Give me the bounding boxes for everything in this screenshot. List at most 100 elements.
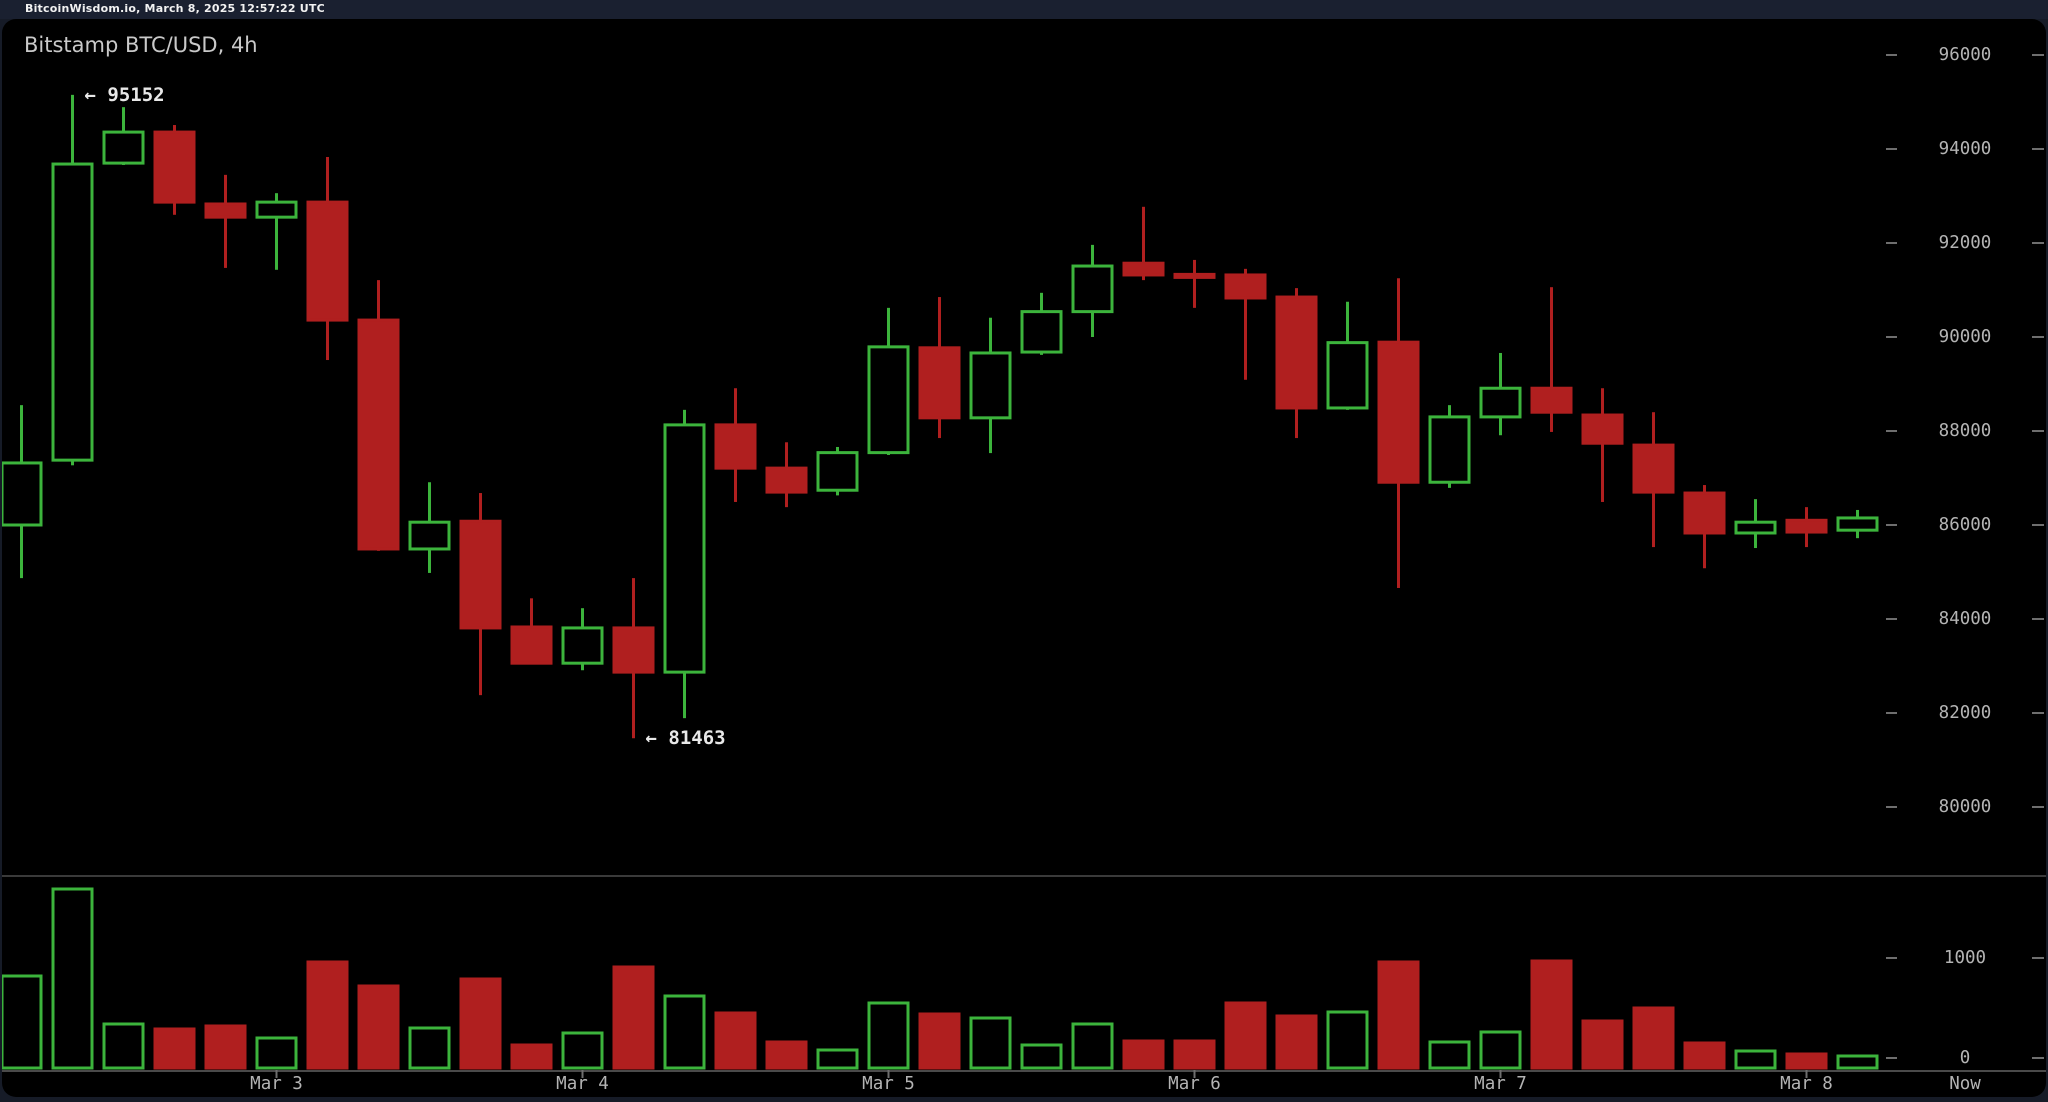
volume-bar-down <box>204 1024 247 1070</box>
candle-body-down <box>1377 340 1420 484</box>
volume-bar-up <box>1428 1040 1471 1070</box>
candle-body-up <box>561 626 604 665</box>
candle-body-down <box>765 466 808 494</box>
candle-wick-down <box>1142 206 1145 281</box>
price-tick-right <box>2032 806 2044 808</box>
candle-body-up <box>1020 310 1063 354</box>
date-axis-label: Mar 5 <box>862 1074 915 1094</box>
volume-bar-up <box>51 887 94 1070</box>
price-tick-right <box>2032 54 2044 56</box>
candle-body-down <box>714 423 757 470</box>
price-axis-label: 88000 <box>1939 421 1992 441</box>
candle-wick-down <box>1601 388 1604 502</box>
candle-body-down <box>1275 295 1318 410</box>
candle-body-up <box>255 200 298 219</box>
candlestick-plot[interactable]: 96000 94000 92000 90000 88000 86000 84000 82000… <box>2 19 2046 1097</box>
volume-bar-down <box>153 1027 196 1070</box>
volume-bar-up <box>408 1026 451 1070</box>
price-tick-right <box>2032 430 2044 432</box>
price-tick-right <box>2032 618 2044 620</box>
candle-body-down <box>1224 273 1267 300</box>
volume-bar-down <box>510 1043 553 1070</box>
volume-bar-up <box>561 1031 604 1070</box>
volume-bar-up <box>1020 1043 1063 1070</box>
volume-bar-up <box>1479 1030 1522 1070</box>
date-tick <box>1805 1070 1808 1078</box>
candle-body-up <box>816 451 859 492</box>
price-axis-label: 92000 <box>1939 233 1992 253</box>
volume-bar-up <box>1734 1049 1777 1070</box>
volume-bar-up <box>1836 1054 1879 1070</box>
price-axis-label: 82000 <box>1939 703 1992 723</box>
volume-bar-down <box>1377 960 1420 1070</box>
candle-wick-down <box>1550 287 1553 432</box>
volume-tick-right <box>2032 1057 2044 1059</box>
candle-body-up <box>1326 341 1369 410</box>
candle-body-down <box>1785 518 1828 534</box>
browser-titlebar: BitcoinWisdom.io, March 8, 2025 12:57:22… <box>0 0 2048 19</box>
volume-bar-down <box>765 1040 808 1070</box>
volume-axis-label: 0 <box>1960 1048 1971 1068</box>
candle-body-down <box>510 625 553 665</box>
volume-bar-up <box>867 1001 910 1070</box>
chart-title: Bitstamp BTC/USD, 4h <box>24 33 258 57</box>
volume-bar-up <box>1071 1022 1114 1070</box>
volume-bar-down <box>1785 1052 1828 1070</box>
candle-wick-up <box>275 193 278 270</box>
candle-body-up <box>1836 516 1879 532</box>
volume-bar-down <box>1275 1014 1318 1070</box>
candle-body-up <box>2 461 43 527</box>
candle-body-down <box>918 346 961 420</box>
volume-bar-down <box>612 965 655 1070</box>
candle-body-up <box>969 351 1012 420</box>
price-tick-right <box>2032 712 2044 714</box>
price-annotation: ← 81463 <box>646 727 726 749</box>
date-tick <box>1499 1070 1502 1078</box>
volume-bar-up <box>969 1016 1012 1070</box>
volume-bar-up <box>255 1036 298 1070</box>
price-tick-left <box>1886 242 1897 244</box>
volume-bar-down <box>306 960 349 1070</box>
volume-bar-down <box>1581 1019 1624 1070</box>
candle-wick-down <box>224 174 227 268</box>
candle-body-up <box>51 162 94 462</box>
volume-tick-left <box>1886 1057 1897 1059</box>
volume-bar-down <box>1530 959 1573 1070</box>
price-axis-label: 94000 <box>1939 139 1992 159</box>
candle-body-up <box>867 345 910 455</box>
date-axis-label: Mar 8 <box>1780 1074 1833 1094</box>
price-annotation: ← 95152 <box>85 84 165 106</box>
price-axis-label: 80000 <box>1939 797 1992 817</box>
price-tick-right <box>2032 148 2044 150</box>
candle-body-down <box>153 130 196 204</box>
candle-body-down <box>1683 491 1726 535</box>
volume-bar-down <box>1632 1006 1675 1070</box>
volume-bar-down <box>1122 1039 1165 1070</box>
date-tick <box>275 1070 278 1078</box>
price-tick-left <box>1886 712 1897 714</box>
volume-bar-down <box>1224 1001 1267 1070</box>
chart-surface[interactable]: Bitstamp BTC/USD, 4h 96000 94000 92000 9000… <box>2 19 2046 1097</box>
date-axis-line <box>2 1070 2046 1072</box>
price-tick-left <box>1886 54 1897 56</box>
volume-axis-label: 1000 <box>1944 948 1986 968</box>
candle-wick-down <box>1193 259 1196 308</box>
date-tick <box>581 1070 584 1078</box>
volume-bar-up <box>102 1022 145 1070</box>
window-title: BitcoinWisdom.io, March 8, 2025 12:57:22… <box>25 2 325 15</box>
candle-body-down <box>1581 413 1624 445</box>
candle-wick-down <box>1244 268 1247 380</box>
volume-tick-left <box>1886 957 1897 959</box>
price-tick-right <box>2032 242 2044 244</box>
volume-tick-right <box>2032 957 2044 959</box>
now-label: Now <box>1949 1074 1981 1094</box>
candle-body-down <box>459 519 502 630</box>
date-tick <box>1193 1070 1196 1078</box>
price-tick-left <box>1886 806 1897 808</box>
price-tick-left <box>1886 618 1897 620</box>
date-axis-label: Mar 3 <box>250 1074 303 1094</box>
price-tick-left <box>1886 148 1897 150</box>
volume-bar-down <box>1683 1041 1726 1070</box>
price-axis-label: 96000 <box>1939 45 1992 65</box>
date-axis-label: Mar 7 <box>1474 1074 1527 1094</box>
